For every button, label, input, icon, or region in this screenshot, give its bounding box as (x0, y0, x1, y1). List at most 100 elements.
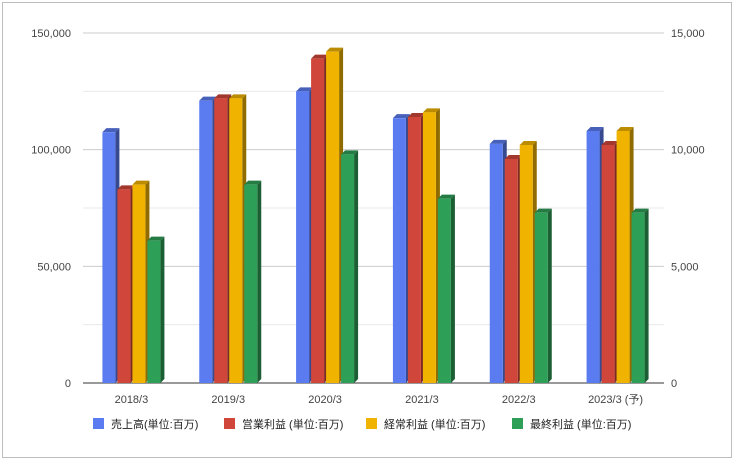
bar-top (102, 128, 120, 133)
legend-label: 営業利益 (単位:百万) (242, 417, 343, 431)
left-axis-ticks: 0 50,000 100,000 150,000 (31, 28, 71, 390)
bar (422, 108, 440, 383)
bar-top (601, 141, 619, 145)
bar-top (244, 180, 262, 185)
legend-swatch (93, 418, 104, 429)
right-tick-label: 0 (671, 378, 677, 390)
bar (117, 185, 135, 383)
bar-top (519, 141, 537, 145)
right-tick-label: 5,000 (671, 261, 699, 273)
bar-front (601, 145, 615, 383)
gridlines (83, 32, 664, 384)
legend-swatch (366, 418, 377, 429)
legend-item[interactable]: 経常利益 (単位:百万) (366, 417, 485, 431)
bar-side (257, 180, 262, 383)
bar-top (631, 208, 649, 213)
bar-top (199, 96, 217, 101)
category-label: 2022/3 (502, 394, 536, 406)
right-tick-label: 10,000 (671, 145, 705, 157)
bar (616, 127, 634, 383)
bar-top (616, 127, 634, 131)
bar (489, 139, 507, 383)
right-tick-label: 15,000 (671, 28, 705, 40)
legend-label: 最終利益 (単位:百万) (530, 417, 631, 431)
bar (296, 87, 314, 383)
bar-front (326, 51, 340, 384)
left-tick-label: 150,000 (31, 28, 71, 40)
bar-top (586, 127, 604, 131)
bar (437, 194, 455, 383)
bar-front (229, 98, 243, 383)
bar (519, 141, 537, 383)
category-labels: 2018/3 2019/3 2020/3 2021/3 2022/3 2023/3 (予) (115, 393, 644, 406)
bar-front (586, 131, 600, 383)
bar (407, 113, 425, 383)
bar-front (504, 159, 518, 383)
bar-top (534, 208, 552, 213)
legend-item[interactable]: 営業利益 (単位:百万) (224, 417, 343, 431)
category-label: 2019/3 (211, 394, 245, 406)
bar (631, 208, 649, 383)
bar-front (132, 184, 146, 383)
left-tick-label: 0 (65, 378, 71, 390)
bar-front (407, 117, 421, 383)
bar-top (504, 155, 522, 159)
bar-top (437, 194, 455, 199)
bar-side (644, 208, 649, 383)
bar (586, 127, 604, 383)
bar-front (616, 131, 630, 383)
legend-label: 経常利益 (単位:百万) (384, 417, 485, 431)
bar-front (519, 145, 533, 383)
category-label: 2021/3 (405, 394, 439, 406)
bar (326, 47, 344, 384)
left-tick-label: 50,000 (37, 261, 71, 273)
bar-front (244, 184, 258, 383)
bar-top (147, 236, 165, 241)
bar-front (341, 154, 355, 383)
bar-front (631, 212, 645, 383)
bar-front (214, 98, 228, 383)
legend-label: 売上高(単位:百万) (111, 417, 198, 431)
bar-top (407, 113, 425, 117)
bar-top (341, 150, 359, 155)
bar-top (117, 185, 135, 190)
bar-top (392, 114, 410, 119)
bar-front (311, 58, 325, 384)
category-label: 2020/3 (308, 394, 342, 406)
legend-swatch (224, 418, 235, 429)
bar-top (326, 47, 344, 52)
bar (199, 96, 217, 384)
bar-top (214, 94, 232, 99)
bar-top (311, 54, 329, 59)
bar-front (422, 112, 436, 383)
bar-front (102, 132, 116, 383)
bar (392, 114, 410, 384)
bar-front (534, 212, 548, 383)
bar (341, 150, 359, 383)
bar (504, 155, 522, 383)
legend-item[interactable]: 最終利益 (単位:百万) (512, 417, 631, 431)
bar (311, 54, 329, 384)
bar (229, 94, 247, 383)
bar-front (489, 143, 503, 383)
bar-top (489, 139, 507, 144)
bar-front (296, 91, 310, 383)
bar-top (229, 94, 247, 99)
legend-item[interactable]: 売上高(単位:百万) (93, 417, 198, 431)
bar (214, 94, 232, 383)
bar-side (354, 150, 359, 383)
bar-front (199, 100, 213, 384)
left-tick-label: 100,000 (31, 145, 71, 157)
legend-swatch (512, 418, 523, 429)
bars (102, 47, 649, 384)
bar (102, 128, 120, 383)
bar-side (450, 194, 455, 383)
bar-front (437, 198, 451, 383)
bar (244, 180, 262, 383)
legend: 売上高(単位:百万) 営業利益 (単位:百万) 経常利益 (単位:百万) 最終利益 (… (93, 417, 631, 431)
bar (147, 236, 165, 383)
bar-top (132, 180, 150, 185)
bar-side (547, 208, 552, 383)
bar-top (422, 108, 440, 113)
